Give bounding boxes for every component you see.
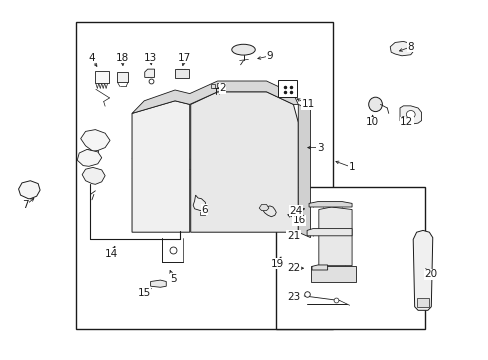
Polygon shape bbox=[399, 106, 421, 124]
Text: 23: 23 bbox=[286, 292, 300, 302]
Polygon shape bbox=[259, 204, 268, 211]
Polygon shape bbox=[193, 195, 205, 211]
Text: 18: 18 bbox=[115, 53, 129, 63]
Polygon shape bbox=[306, 229, 351, 236]
Text: 3: 3 bbox=[316, 143, 323, 153]
Polygon shape bbox=[82, 167, 105, 184]
Polygon shape bbox=[310, 266, 355, 282]
Text: 22: 22 bbox=[286, 263, 300, 273]
Text: 19: 19 bbox=[270, 258, 284, 269]
Text: 7: 7 bbox=[22, 200, 29, 210]
Ellipse shape bbox=[406, 111, 414, 118]
Bar bbox=[276, 187, 425, 329]
Text: 1: 1 bbox=[348, 162, 355, 172]
Polygon shape bbox=[132, 101, 189, 232]
Bar bbox=[95, 71, 108, 83]
Text: 14: 14 bbox=[104, 249, 118, 259]
Polygon shape bbox=[318, 207, 351, 266]
Bar bbox=[199, 212, 205, 215]
Text: 13: 13 bbox=[143, 53, 157, 63]
Bar bbox=[175, 69, 188, 78]
Polygon shape bbox=[311, 265, 327, 270]
Text: 9: 9 bbox=[266, 51, 273, 61]
Text: 21: 21 bbox=[286, 231, 300, 241]
Ellipse shape bbox=[231, 44, 255, 55]
Bar bbox=[416, 298, 428, 307]
Bar bbox=[277, 80, 297, 97]
Polygon shape bbox=[144, 69, 154, 77]
Polygon shape bbox=[132, 81, 298, 113]
Polygon shape bbox=[298, 104, 310, 238]
Text: 6: 6 bbox=[201, 204, 207, 215]
Bar bbox=[76, 22, 332, 329]
Text: 24: 24 bbox=[288, 206, 302, 216]
Polygon shape bbox=[150, 280, 166, 287]
Polygon shape bbox=[19, 181, 40, 199]
Text: 12: 12 bbox=[399, 117, 413, 127]
Polygon shape bbox=[389, 41, 414, 56]
Text: 17: 17 bbox=[178, 53, 191, 63]
Text: 11: 11 bbox=[301, 99, 314, 109]
Bar bbox=[117, 72, 128, 82]
Polygon shape bbox=[412, 230, 432, 310]
Ellipse shape bbox=[368, 97, 382, 112]
Text: 4: 4 bbox=[88, 53, 95, 63]
Text: 8: 8 bbox=[407, 42, 413, 52]
Text: 5: 5 bbox=[170, 274, 177, 284]
Text: 15: 15 bbox=[137, 288, 151, 298]
Polygon shape bbox=[190, 92, 298, 232]
Text: 20: 20 bbox=[424, 269, 437, 279]
Polygon shape bbox=[77, 149, 102, 166]
Polygon shape bbox=[81, 130, 110, 151]
Polygon shape bbox=[308, 202, 351, 207]
Text: 10: 10 bbox=[366, 117, 378, 127]
Text: 16: 16 bbox=[292, 215, 305, 225]
Text: 2: 2 bbox=[219, 83, 225, 93]
